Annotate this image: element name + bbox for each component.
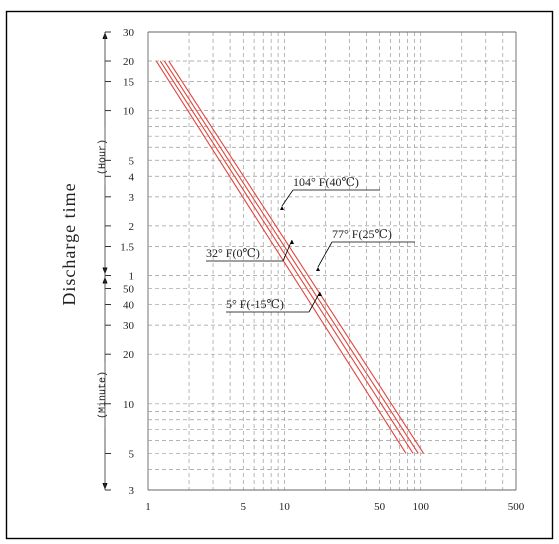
series-label: 77° F(25℃)	[332, 227, 392, 241]
x-tick-label: 100	[412, 501, 429, 513]
x-tick-label: 500	[508, 501, 525, 513]
x-tick-label: 10	[279, 501, 291, 513]
y-tick-label-hour: 2	[129, 221, 135, 233]
series-line	[159, 60, 414, 454]
x-tick-label: 5	[241, 501, 247, 513]
y-tick-label-minute: 3	[129, 485, 135, 497]
callout-leader	[317, 241, 333, 268]
series-label: 32° F(0℃)	[206, 246, 260, 260]
series-line	[163, 60, 419, 454]
callouts: 104° F(40℃) 77° F(25℃) 32° F(0℃) 5° F(-15℃)	[206, 175, 415, 313]
series-line	[155, 60, 407, 454]
y-tick-label-minute: 20	[123, 349, 135, 361]
y-tick-label-minute: 10	[123, 399, 135, 411]
callout-arrowhead	[290, 240, 294, 244]
y-tick-label-hour: 15	[123, 77, 135, 89]
y-tick-label-minute: 40	[123, 300, 135, 312]
series-layer	[155, 60, 425, 454]
y-tick-label-minute: 50	[123, 284, 135, 296]
y-tick-label-hour: 30	[123, 27, 135, 39]
callout-arrowhead	[316, 267, 320, 271]
y-tick-label-hour: 3	[129, 192, 135, 204]
grid	[147, 31, 517, 491]
y-tick-label-minute: 30	[123, 320, 135, 332]
y-axis-title: Discharge time	[59, 182, 79, 305]
x-tick-label: 1	[145, 501, 151, 513]
series-label: 104° F(40℃)	[293, 175, 359, 189]
x-tick-label: 50	[374, 501, 386, 513]
y-tick-label-hour: 20	[123, 56, 135, 68]
y-axis-tick-labels: 30 20 15 10 5 4 3 2 1.5 150 40 30 20 10 5 3	[120, 27, 134, 497]
callout-arrowhead	[318, 292, 322, 296]
y-hour-unit: (Hour)	[97, 139, 109, 175]
y-tick-label-hour: 1	[129, 271, 135, 283]
y-tick-label-minute: 5	[129, 448, 135, 460]
y-tick-label-hour: 10	[123, 106, 135, 118]
y-tick-label-hour: 1.5	[120, 241, 134, 253]
series-line	[168, 60, 425, 454]
y-axis	[102, 31, 111, 491]
y-tick-label-hour: 4	[129, 171, 135, 183]
y-minute-unit: (Minute)	[97, 371, 109, 419]
outer-border	[5, 10, 554, 540]
callout-leader	[308, 291, 321, 313]
callout-arrowhead	[280, 206, 284, 210]
callout-leader	[281, 189, 294, 207]
series-label: 5° F(-15℃)	[226, 297, 284, 311]
x-axis-tick-labels: 1 5 10 50 100 500	[145, 501, 525, 513]
y-tick-label-hour: 5	[129, 155, 135, 167]
